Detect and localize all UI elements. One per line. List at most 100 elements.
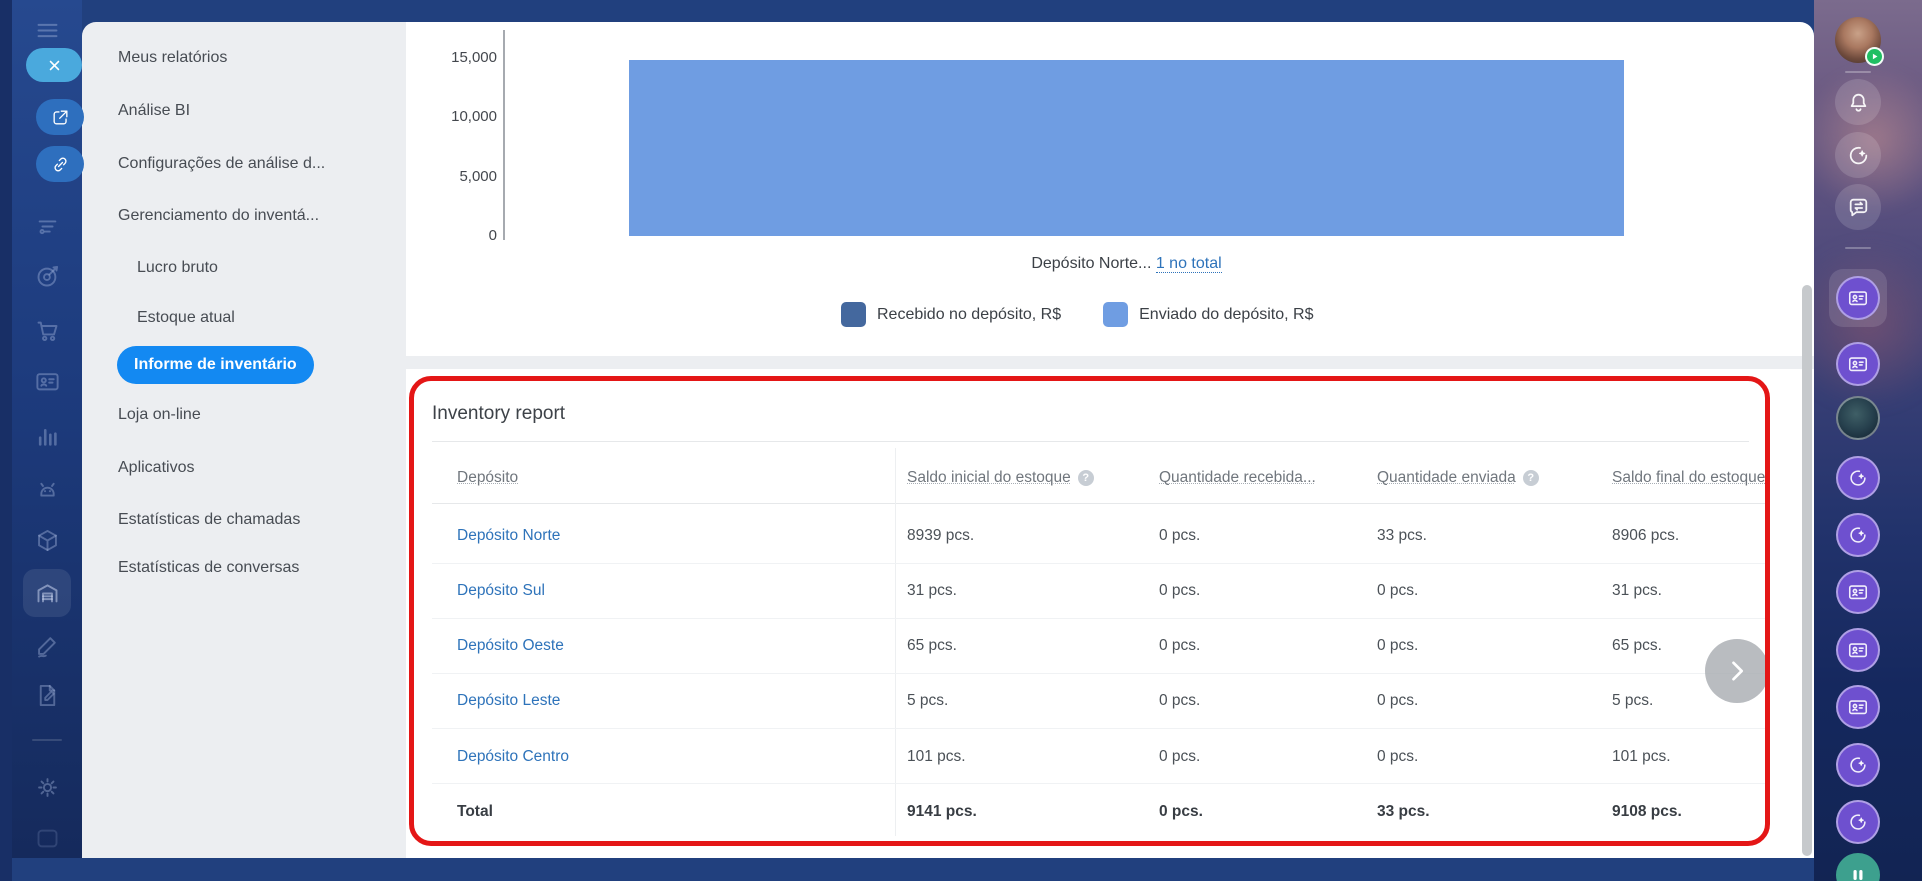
contact-card-icon[interactable] bbox=[1836, 276, 1880, 320]
filter-icon[interactable] bbox=[23, 202, 71, 250]
sent-qty-value: 0 pcs. bbox=[1377, 637, 1419, 654]
chart-x-label: Depósito Norte... 1 no total bbox=[629, 255, 1624, 273]
copilot-icon[interactable] bbox=[1835, 132, 1881, 178]
legend-item[interactable]: Recebido no depósito, R$ bbox=[841, 302, 1061, 327]
chart-legend: Recebido no depósito, R$ Enviado do depós… bbox=[841, 302, 1313, 327]
scroll-right-button[interactable] bbox=[1705, 639, 1769, 703]
background-blob bbox=[1794, 230, 1922, 420]
desktop-background bbox=[1794, 0, 1922, 881]
rail-divider bbox=[1845, 247, 1871, 249]
sidebar-item[interactable]: Estatísticas de chamadas bbox=[118, 511, 301, 528]
contact-card-icon[interactable] bbox=[1836, 628, 1880, 672]
final-stock-value: 8906 pcs. bbox=[1612, 527, 1680, 544]
y-axis-tick-label: 0 bbox=[488, 227, 497, 244]
copy-link-icon[interactable] bbox=[36, 146, 84, 182]
warehouse-link[interactable]: Depósito Centro bbox=[457, 748, 570, 765]
legend-item[interactable]: Enviado do depósito, R$ bbox=[1103, 302, 1313, 327]
chat-transfer-icon[interactable] bbox=[1835, 184, 1881, 230]
y-axis-tick-label: 5,000 bbox=[459, 167, 497, 185]
sidebar-item[interactable]: Lucro bruto bbox=[137, 259, 218, 276]
column-header-label: Depósito bbox=[457, 469, 519, 486]
column-header-label: Saldo final do estoque bbox=[1612, 469, 1766, 486]
pencil-icon[interactable] bbox=[23, 621, 71, 669]
row-divider bbox=[432, 728, 1770, 729]
initial-stock-value: 101 pcs. bbox=[907, 748, 966, 765]
total-final-stock: 9108 pcs. bbox=[1612, 803, 1682, 820]
vertical-scrollbar[interactable] bbox=[1802, 285, 1812, 856]
bar-chart-icon[interactable] bbox=[23, 412, 71, 460]
received-qty-value: 0 pcs. bbox=[1159, 637, 1201, 654]
close-icon[interactable] bbox=[26, 48, 82, 82]
final-stock-value: 5 pcs. bbox=[1612, 692, 1654, 709]
warehouse-link[interactable]: Depósito Leste bbox=[457, 692, 561, 709]
ghost-square-icon[interactable] bbox=[23, 814, 71, 862]
column-divider bbox=[895, 448, 896, 836]
target-icon[interactable] bbox=[23, 252, 71, 300]
warehouse-link[interactable]: Depósito Oeste bbox=[457, 637, 564, 654]
status-green-icon[interactable] bbox=[1836, 853, 1880, 881]
main-content-panel: 0 5,000 10,000 15,000 Depósito Norte... 1 n… bbox=[406, 22, 1814, 858]
copilot-icon[interactable] bbox=[1836, 743, 1880, 787]
help-icon[interactable]: ? bbox=[1077, 470, 1094, 486]
initial-stock-value: 31 pcs. bbox=[907, 582, 957, 599]
sidebar-item[interactable]: Estatísticas de conversas bbox=[118, 559, 300, 576]
chart-y-axis bbox=[503, 30, 505, 240]
legend-swatch bbox=[841, 302, 866, 327]
sidebar-item[interactable]: Análise BI bbox=[118, 102, 191, 119]
chart-bar-enviado[interactable] bbox=[629, 60, 1624, 236]
help-icon[interactable]: ? bbox=[1522, 470, 1539, 486]
sent-qty-value: 33 pcs. bbox=[1377, 527, 1427, 544]
final-stock-value: 65 pcs. bbox=[1612, 637, 1662, 654]
sidebar-item[interactable]: Estoque atual bbox=[137, 309, 235, 326]
user-avatar[interactable] bbox=[1835, 17, 1884, 66]
total-count-link[interactable]: 1 no total bbox=[1155, 255, 1222, 273]
warehouse-link[interactable]: Depósito Sul bbox=[457, 582, 545, 599]
contact-card-icon[interactable] bbox=[1836, 342, 1880, 386]
bi-menu-panel: Meus relatórios Análise BI Configurações d… bbox=[82, 22, 406, 858]
external-link-icon[interactable] bbox=[36, 99, 84, 135]
column-header[interactable]: Saldo inicial do estoque? bbox=[907, 466, 1094, 490]
product-box-icon[interactable] bbox=[23, 516, 71, 564]
contact-card-icon[interactable] bbox=[1836, 570, 1880, 614]
chart-category-label: Depósito Norte... bbox=[1031, 255, 1156, 272]
sidebar-item[interactable]: Loja on-line bbox=[118, 406, 201, 423]
total-label: Total bbox=[457, 803, 493, 820]
initial-stock-value: 65 pcs. bbox=[907, 637, 957, 654]
cart-icon[interactable] bbox=[23, 306, 71, 354]
chat-user-avatar[interactable] bbox=[1836, 396, 1880, 440]
copilot-icon[interactable] bbox=[1836, 800, 1880, 844]
chat-item-active[interactable] bbox=[1829, 269, 1887, 327]
final-stock-value: 31 pcs. bbox=[1612, 582, 1662, 599]
document-edit-icon[interactable] bbox=[23, 671, 71, 719]
android-icon[interactable] bbox=[23, 466, 71, 514]
sidebar-item[interactable]: Gerenciamento do inventá... bbox=[118, 207, 320, 224]
sidebar-item[interactable]: Meus relatórios bbox=[118, 49, 228, 66]
gear-icon[interactable] bbox=[23, 763, 71, 811]
sidebar-item-active[interactable]: Informe de inventário bbox=[117, 346, 314, 384]
y-axis-tick-label: 15,000 bbox=[451, 49, 497, 66]
column-header[interactable]: Quantidade enviada? bbox=[1377, 466, 1539, 490]
received-qty-value: 0 pcs. bbox=[1159, 582, 1201, 599]
copilot-icon[interactable] bbox=[1836, 456, 1880, 500]
menu-icon[interactable] bbox=[23, 6, 71, 54]
contact-card-icon[interactable] bbox=[23, 357, 71, 405]
sidebar-item[interactable]: Aplicativos bbox=[118, 459, 195, 476]
background-blob bbox=[1804, 60, 1922, 220]
copilot-icon[interactable] bbox=[1836, 513, 1880, 557]
total-received-qty: 0 pcs. bbox=[1159, 803, 1203, 820]
warehouse-icon[interactable] bbox=[23, 569, 71, 617]
card-separator bbox=[406, 356, 1814, 369]
contact-card-icon[interactable] bbox=[1836, 685, 1880, 729]
column-header[interactable]: Quantidade recebida... bbox=[1159, 466, 1316, 490]
column-header-label: Quantidade enviada bbox=[1377, 469, 1516, 486]
row-divider bbox=[432, 673, 1770, 674]
bell-icon[interactable] bbox=[1835, 79, 1881, 125]
column-header[interactable]: Depósito bbox=[457, 466, 518, 490]
received-qty-value: 0 pcs. bbox=[1159, 748, 1201, 765]
divider bbox=[432, 503, 1770, 504]
warehouse-link[interactable]: Depósito Norte bbox=[457, 527, 561, 544]
sidebar-item[interactable]: Configurações de análise d... bbox=[118, 155, 326, 172]
report-title: Inventory report bbox=[432, 403, 566, 424]
column-header[interactable]: Saldo final do estoque bbox=[1612, 466, 1770, 490]
